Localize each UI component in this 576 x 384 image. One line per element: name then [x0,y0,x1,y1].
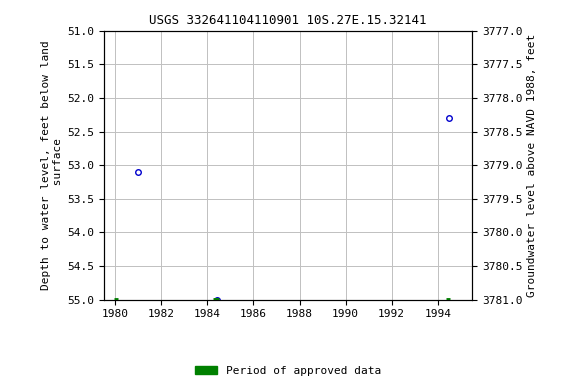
Y-axis label: Groundwater level above NAVD 1988, feet: Groundwater level above NAVD 1988, feet [526,33,537,297]
Title: USGS 332641104110901 10S.27E.15.32141: USGS 332641104110901 10S.27E.15.32141 [149,14,427,27]
Y-axis label: Depth to water level, feet below land
 surface: Depth to water level, feet below land su… [41,40,63,290]
Legend: Period of approved data: Period of approved data [191,361,385,380]
